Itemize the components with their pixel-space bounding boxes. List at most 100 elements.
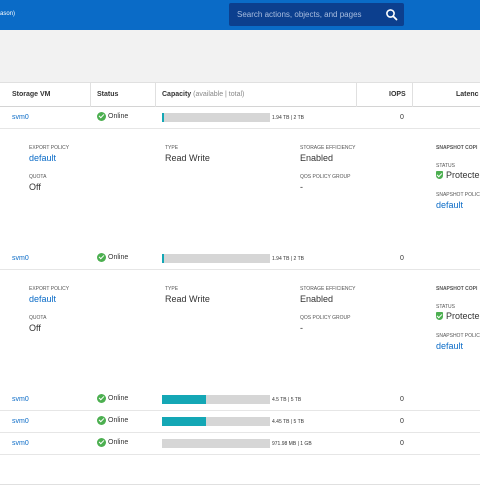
capacity-text: 1.94 TB | 2 TB (272, 115, 304, 121)
storage-vm-link[interactable]: svm0 (12, 440, 29, 447)
column-storage-vm[interactable]: Storage VM (12, 91, 51, 98)
export-policy-link[interactable]: default (29, 153, 57, 163)
storage-vm-link[interactable]: svm0 (12, 114, 29, 121)
breadcrumb[interactable]: ason) (0, 11, 16, 17)
storage-efficiency-label: STORAGE EFFICIENCY (300, 286, 356, 292)
qos-policy-group-value: - (300, 323, 303, 333)
column-capacity[interactable]: Capacity (available | total) (162, 91, 244, 98)
capacity-text: 4.45 TB | 5 TB (272, 419, 304, 425)
capacity-available: 4.5 TB (272, 397, 287, 403)
capacity-bar-fill (162, 417, 207, 426)
table-row[interactable]: svm0 Online 1.94 TB | 2 TB 0 (0, 248, 480, 270)
capacity-bar-fill (162, 254, 165, 263)
type-value: Read Write (165, 294, 210, 304)
capacity-bar (162, 439, 270, 448)
row-detail-panel: EXPORT POLICY default QUOTA Off TYPE Rea… (0, 129, 480, 249)
toolbar-band (0, 30, 480, 83)
snapshot-status-value: Protecte (436, 311, 480, 321)
table-row[interactable]: svm0 Online 4.45 TB | 5 TB 0 (0, 411, 480, 433)
table-row[interactable]: svm0 Online 4.5 TB | 5 TB 0 (0, 389, 480, 411)
iops-value: 0 (400, 255, 404, 262)
status-online: Online (97, 112, 128, 121)
table-row[interactable]: svm0 Online 1.94 TB | 2 TB 0 (0, 107, 480, 129)
capacity-bar-fill (162, 395, 207, 404)
capacity-bar-fill (162, 113, 165, 122)
status-online: Online (97, 438, 128, 447)
status-text: Online (108, 113, 129, 120)
storage-vm-link[interactable]: svm0 (12, 396, 29, 403)
iops-value: 0 (400, 114, 404, 121)
snapshot-policy-link[interactable]: default (436, 200, 464, 210)
column-status[interactable]: Status (97, 91, 119, 98)
snapshot-copies-heading: SNAPSHOT COPI (436, 286, 478, 292)
storage-efficiency-value: Enabled (300, 153, 334, 163)
table-bottom-divider (0, 484, 480, 485)
check-circle-icon (97, 112, 106, 121)
capacity-text: 4.5 TB | 5 TB (272, 397, 302, 403)
status-online: Online (97, 253, 128, 262)
table-header: Storage VM Status Capacity (available | … (0, 83, 480, 107)
capacity-total: 1 GB (300, 441, 312, 447)
row-detail-panel: EXPORT POLICY default QUOTA Off TYPE Rea… (0, 270, 480, 390)
capacity-available: 1.94 TB (272, 115, 290, 121)
column-latency[interactable]: Latenc (456, 91, 479, 98)
column-iops[interactable]: IOPS (389, 91, 406, 98)
column-capacity-sub: (available | total) (193, 91, 245, 98)
qos-policy-group-value: - (300, 182, 303, 192)
storage-vm-link[interactable]: svm0 (12, 418, 29, 425)
capacity-total: 2 TB (293, 256, 304, 262)
check-circle-icon (97, 253, 106, 262)
capacity-bar (162, 254, 270, 263)
type-value: Read Write (165, 153, 210, 163)
snapshot-status-label: STATUS (436, 304, 455, 310)
quota-label: QUOTA (29, 174, 47, 180)
status-text: Online (108, 439, 129, 446)
storage-efficiency-label: STORAGE EFFICIENCY (300, 145, 356, 151)
quota-value: Off (29, 182, 41, 192)
column-capacity-label: Capacity (162, 91, 192, 98)
quota-label: QUOTA (29, 315, 47, 321)
quota-value: Off (29, 323, 41, 333)
snapshot-policy-label: SNAPSHOT POLIC (436, 333, 480, 339)
type-label: TYPE (165, 286, 179, 292)
qos-policy-group-label: QOS POLICY GROUP (300, 174, 351, 180)
capacity-total: 2 TB (293, 115, 304, 121)
column-divider (90, 83, 91, 107)
storage-efficiency-value: Enabled (300, 294, 334, 304)
storage-vm-link[interactable]: svm0 (12, 255, 29, 262)
snapshot-policy-label: SNAPSHOT POLIC (436, 192, 480, 198)
search-input[interactable]: Search actions, objects, and pages (237, 10, 362, 19)
qos-policy-group-label: QOS POLICY GROUP (300, 315, 351, 321)
capacity-available: 971.98 MB (272, 441, 297, 447)
table-row[interactable]: svm0 Online 971.98 MB | 1 GB 0 (0, 433, 480, 455)
iops-value: 0 (400, 396, 404, 403)
capacity-text: 971.98 MB | 1 GB (272, 441, 312, 447)
snapshot-status-text: Protecte (446, 311, 480, 321)
shield-check-icon (436, 312, 443, 320)
status-online: Online (97, 394, 128, 403)
column-divider (356, 83, 357, 107)
search-icon[interactable] (385, 8, 398, 21)
type-label: TYPE (165, 145, 179, 151)
status-text: Online (108, 417, 129, 424)
export-policy-link[interactable]: default (29, 294, 57, 304)
snapshot-status-label: STATUS (436, 163, 455, 169)
capacity-text: 1.94 TB | 2 TB (272, 256, 304, 262)
column-divider (412, 83, 413, 107)
iops-value: 0 (400, 418, 404, 425)
shield-check-icon (436, 171, 443, 179)
capacity-total: 5 TB (293, 419, 304, 425)
capacity-available: 1.94 TB (272, 256, 290, 262)
export-policy-label: EXPORT POLICY (29, 145, 70, 151)
snapshot-policy-link[interactable]: default (436, 341, 464, 351)
check-circle-icon (97, 416, 106, 425)
capacity-bar (162, 417, 270, 426)
search-box[interactable]: Search actions, objects, and pages (229, 3, 404, 26)
snapshot-copies-heading: SNAPSHOT COPI (436, 145, 478, 151)
check-circle-icon (97, 438, 106, 447)
capacity-total: 5 TB (290, 397, 302, 403)
capacity-bar (162, 395, 270, 404)
snapshot-status-value: Protecte (436, 170, 480, 180)
snapshot-status-text: Protecte (446, 170, 480, 180)
status-text: Online (108, 395, 129, 402)
